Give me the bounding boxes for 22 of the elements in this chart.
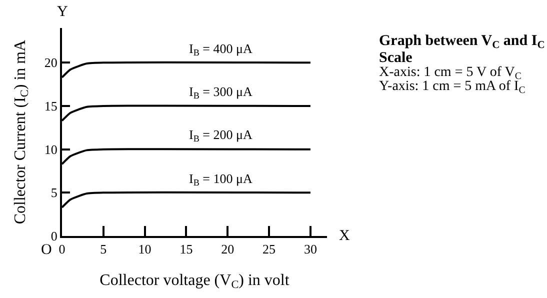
text: O (41, 242, 52, 258)
x-tick-label: 30 (304, 242, 317, 257)
x-tick-label: 5 (100, 242, 107, 257)
x-tick-label: 15 (180, 242, 193, 257)
x-tick-label: 25 (262, 242, 276, 257)
text: Scale (379, 50, 413, 66)
y-tick-label: 10 (44, 142, 58, 157)
text: Graph between V$_{C}$ and I$_{C}$ (379, 33, 545, 52)
text: Y (57, 4, 68, 20)
x-axis-title: Collector voltage (V$_{C}$) in volt (100, 272, 290, 292)
text: Y-axis: 1 cm = 5 mA of I$_{C}$ (379, 79, 526, 96)
y-tick-label: 5 (50, 185, 58, 200)
x-tick-label: 10 (138, 242, 152, 257)
series-label: I$_{B}$ = 300 μA (189, 84, 253, 101)
y-tick-label: 20 (44, 55, 58, 70)
series-label: I$_{B}$ = 200 μA (189, 127, 253, 144)
x-tick-label: 20 (221, 242, 234, 257)
series-label: I$_{B}$ = 400 μA (189, 41, 253, 58)
text: X (339, 228, 350, 244)
series-label: I$_{B}$ = 100 μA (189, 171, 253, 188)
y-tick-label: 0 (50, 228, 58, 244)
y-tick-label: 15 (44, 98, 58, 114)
